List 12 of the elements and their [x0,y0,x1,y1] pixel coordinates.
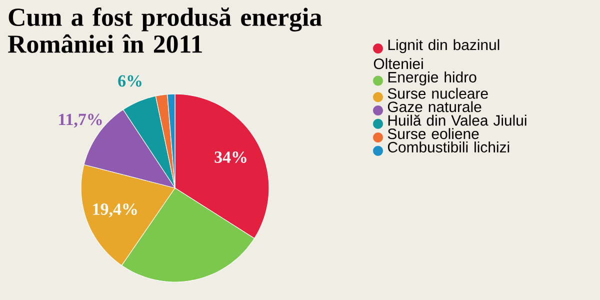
legend-label: Lignit din bazinul Olteniei [374,39,500,70]
legend-label: Energie hidro [388,72,476,86]
data-label: 6% [118,75,142,87]
data-label: 19,4% [93,203,137,218]
chart-title: Cum a fost produsă energia României în 2011 [8,8,322,53]
legend-label: Gaze naturale [388,101,482,112]
data-label: 34% [214,151,246,163]
legend-label: Surse nucleare [388,88,488,99]
legend-label: Surse eoliene [388,128,479,140]
legend-label: Huilă din Valea Jiului [388,114,526,126]
data-label: 11,7% [59,114,102,128]
legend-label: Combustibili lichizi [388,142,510,152]
